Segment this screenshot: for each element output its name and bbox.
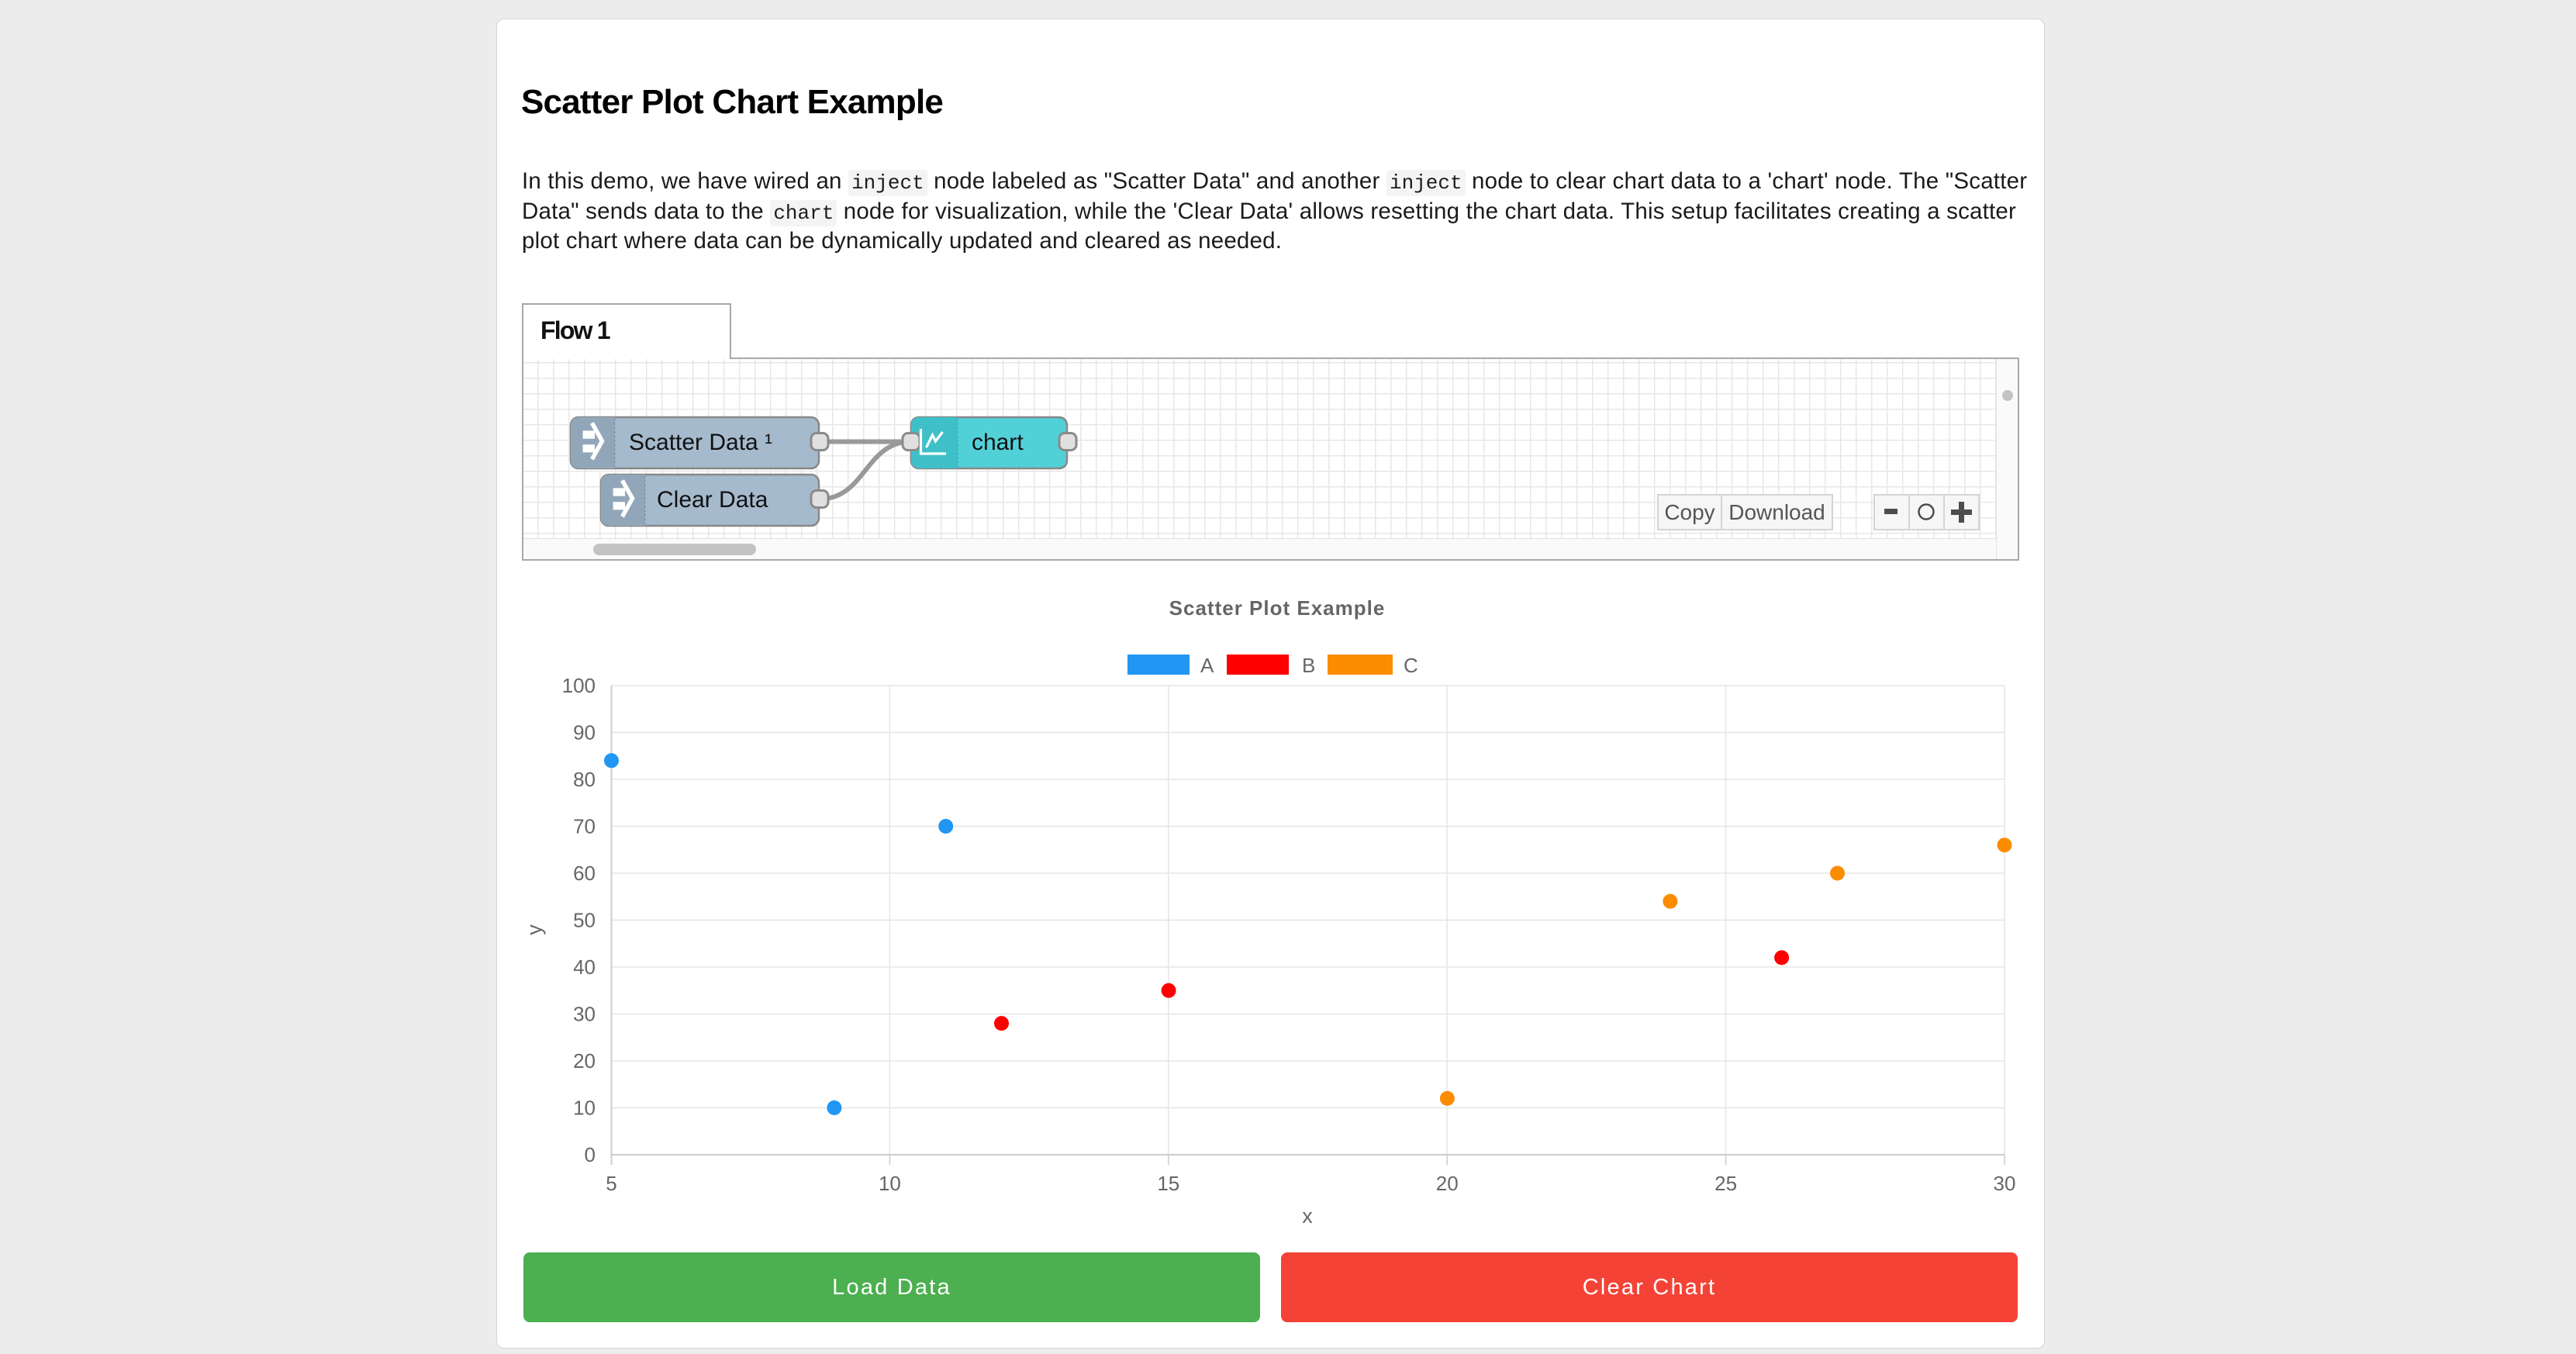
svg-text:30: 30 [1994, 1172, 2016, 1195]
svg-text:5: 5 [606, 1172, 616, 1195]
svg-text:y: y [523, 924, 546, 935]
svg-text:20: 20 [1436, 1172, 1459, 1195]
svg-text:25: 25 [1714, 1172, 1737, 1195]
svg-text:x: x [1302, 1204, 1313, 1228]
svg-text:60: 60 [573, 862, 596, 885]
svg-text:10: 10 [879, 1172, 901, 1195]
svg-text:90: 90 [573, 721, 596, 744]
svg-text:15: 15 [1157, 1172, 1179, 1195]
svg-text:A: A [1200, 654, 1214, 677]
svg-text:100: 100 [562, 674, 596, 697]
svg-text:0: 0 [585, 1143, 596, 1166]
svg-text:C: C [1404, 654, 1418, 677]
svg-text:40: 40 [573, 955, 596, 979]
svg-text:30: 30 [573, 1003, 596, 1026]
svg-text:70: 70 [573, 815, 596, 838]
svg-text:50: 50 [573, 909, 596, 932]
svg-text:80: 80 [573, 768, 596, 791]
svg-text:20: 20 [573, 1049, 596, 1072]
svg-text:B: B [1302, 654, 1315, 677]
svg-text:Scatter Plot Example: Scatter Plot Example [1169, 596, 1386, 620]
svg-text:10: 10 [573, 1097, 596, 1120]
